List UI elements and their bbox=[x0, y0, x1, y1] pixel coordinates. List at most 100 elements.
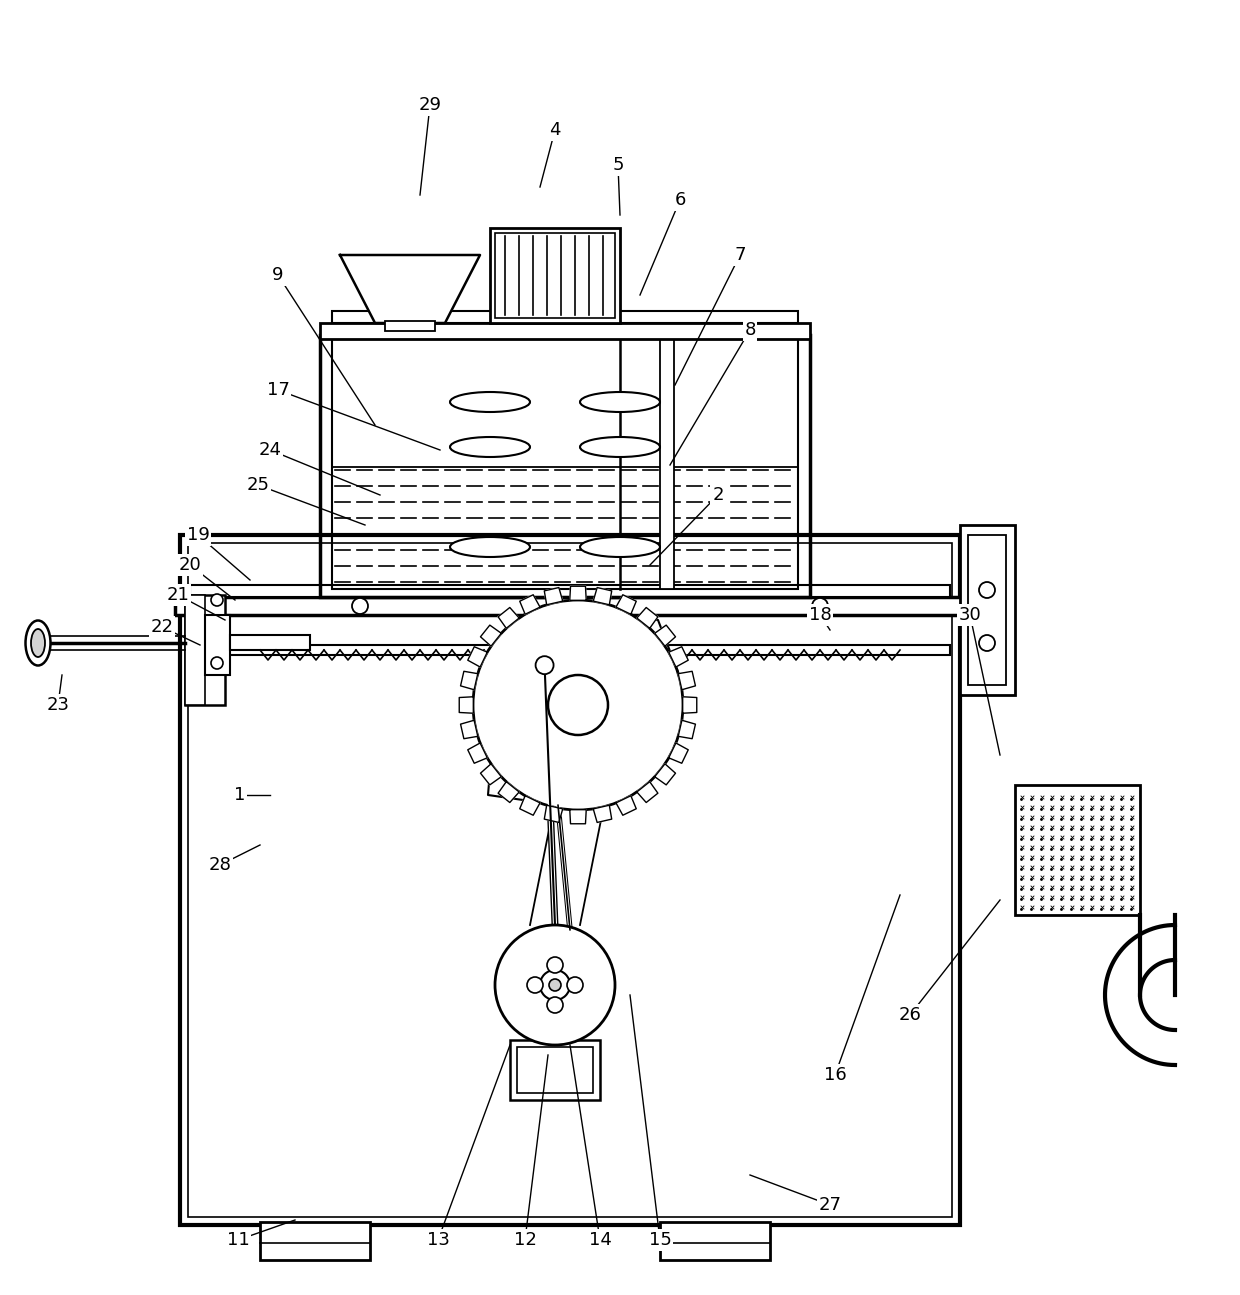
Text: 25: 25 bbox=[247, 477, 269, 493]
Ellipse shape bbox=[580, 392, 660, 412]
Text: 14: 14 bbox=[589, 1232, 611, 1248]
Bar bbox=[185, 594, 205, 704]
Polygon shape bbox=[340, 255, 480, 322]
Bar bbox=[205, 615, 229, 675]
Ellipse shape bbox=[580, 537, 660, 557]
Polygon shape bbox=[637, 782, 658, 803]
Bar bbox=[229, 635, 310, 650]
Circle shape bbox=[547, 997, 563, 1013]
Polygon shape bbox=[489, 605, 683, 805]
Bar bbox=[332, 339, 799, 589]
Circle shape bbox=[980, 635, 994, 651]
Circle shape bbox=[980, 581, 994, 598]
Bar bbox=[185, 594, 224, 704]
Bar bbox=[320, 322, 810, 339]
Text: 30: 30 bbox=[959, 606, 981, 624]
Bar bbox=[190, 585, 950, 597]
Bar bbox=[1016, 785, 1140, 916]
Bar bbox=[175, 597, 965, 615]
Ellipse shape bbox=[450, 392, 529, 412]
Circle shape bbox=[567, 976, 583, 993]
Text: 27: 27 bbox=[818, 1197, 842, 1213]
Circle shape bbox=[812, 598, 828, 614]
Bar bbox=[660, 1222, 770, 1260]
Bar bbox=[517, 1046, 593, 1093]
Text: 7: 7 bbox=[734, 246, 745, 264]
Circle shape bbox=[549, 979, 560, 991]
Polygon shape bbox=[498, 782, 520, 803]
Bar bbox=[384, 321, 435, 332]
Polygon shape bbox=[569, 587, 587, 601]
Text: 26: 26 bbox=[899, 1006, 921, 1024]
Polygon shape bbox=[520, 594, 539, 614]
Text: 24: 24 bbox=[258, 442, 281, 458]
Circle shape bbox=[211, 657, 223, 670]
Bar bbox=[968, 535, 1006, 685]
Polygon shape bbox=[467, 646, 487, 667]
Polygon shape bbox=[593, 805, 611, 822]
Ellipse shape bbox=[580, 436, 660, 457]
Circle shape bbox=[495, 925, 615, 1045]
Polygon shape bbox=[544, 805, 563, 822]
Polygon shape bbox=[678, 671, 696, 690]
Polygon shape bbox=[480, 764, 501, 785]
Bar bbox=[332, 311, 799, 322]
Text: 20: 20 bbox=[179, 556, 201, 574]
Polygon shape bbox=[616, 795, 636, 816]
Circle shape bbox=[547, 957, 563, 973]
Polygon shape bbox=[637, 607, 658, 628]
Polygon shape bbox=[520, 795, 539, 816]
Text: 11: 11 bbox=[227, 1232, 249, 1248]
Text: 5: 5 bbox=[613, 155, 624, 174]
Polygon shape bbox=[544, 588, 563, 605]
Bar bbox=[260, 1222, 370, 1260]
Text: 28: 28 bbox=[208, 856, 232, 874]
Text: 2: 2 bbox=[712, 486, 724, 504]
Polygon shape bbox=[467, 743, 487, 763]
Text: 18: 18 bbox=[808, 606, 831, 624]
Bar bbox=[510, 1040, 600, 1099]
Circle shape bbox=[536, 657, 553, 675]
Polygon shape bbox=[678, 720, 696, 738]
Polygon shape bbox=[480, 625, 501, 646]
Text: 15: 15 bbox=[649, 1232, 671, 1248]
Text: 9: 9 bbox=[273, 265, 284, 284]
Polygon shape bbox=[460, 720, 477, 738]
Polygon shape bbox=[668, 646, 688, 667]
Text: 16: 16 bbox=[823, 1066, 847, 1084]
Text: 22: 22 bbox=[150, 618, 174, 636]
Bar bbox=[495, 233, 615, 319]
Text: 21: 21 bbox=[166, 587, 190, 603]
Text: 1: 1 bbox=[234, 786, 246, 804]
Polygon shape bbox=[593, 588, 611, 605]
Circle shape bbox=[548, 675, 608, 736]
Polygon shape bbox=[460, 671, 477, 690]
Bar bbox=[180, 535, 960, 1225]
Polygon shape bbox=[498, 607, 520, 628]
Circle shape bbox=[539, 970, 570, 1000]
Ellipse shape bbox=[31, 629, 45, 657]
Bar bbox=[960, 524, 1016, 695]
Polygon shape bbox=[655, 625, 676, 646]
Circle shape bbox=[472, 600, 683, 809]
Bar bbox=[490, 228, 620, 322]
Ellipse shape bbox=[450, 537, 529, 557]
Text: 17: 17 bbox=[267, 381, 289, 399]
Text: 6: 6 bbox=[675, 190, 686, 208]
Text: 29: 29 bbox=[419, 96, 441, 114]
Ellipse shape bbox=[26, 620, 51, 666]
Text: 19: 19 bbox=[186, 526, 210, 544]
Polygon shape bbox=[616, 594, 636, 614]
Text: 13: 13 bbox=[427, 1232, 449, 1248]
Text: 12: 12 bbox=[513, 1232, 537, 1248]
Polygon shape bbox=[683, 697, 697, 714]
Circle shape bbox=[211, 594, 223, 606]
Polygon shape bbox=[569, 809, 587, 824]
Bar bbox=[320, 335, 810, 597]
Ellipse shape bbox=[450, 436, 529, 457]
Polygon shape bbox=[668, 743, 688, 763]
Text: 8: 8 bbox=[744, 321, 755, 339]
Polygon shape bbox=[655, 764, 676, 785]
Polygon shape bbox=[459, 697, 474, 714]
Circle shape bbox=[527, 976, 543, 993]
